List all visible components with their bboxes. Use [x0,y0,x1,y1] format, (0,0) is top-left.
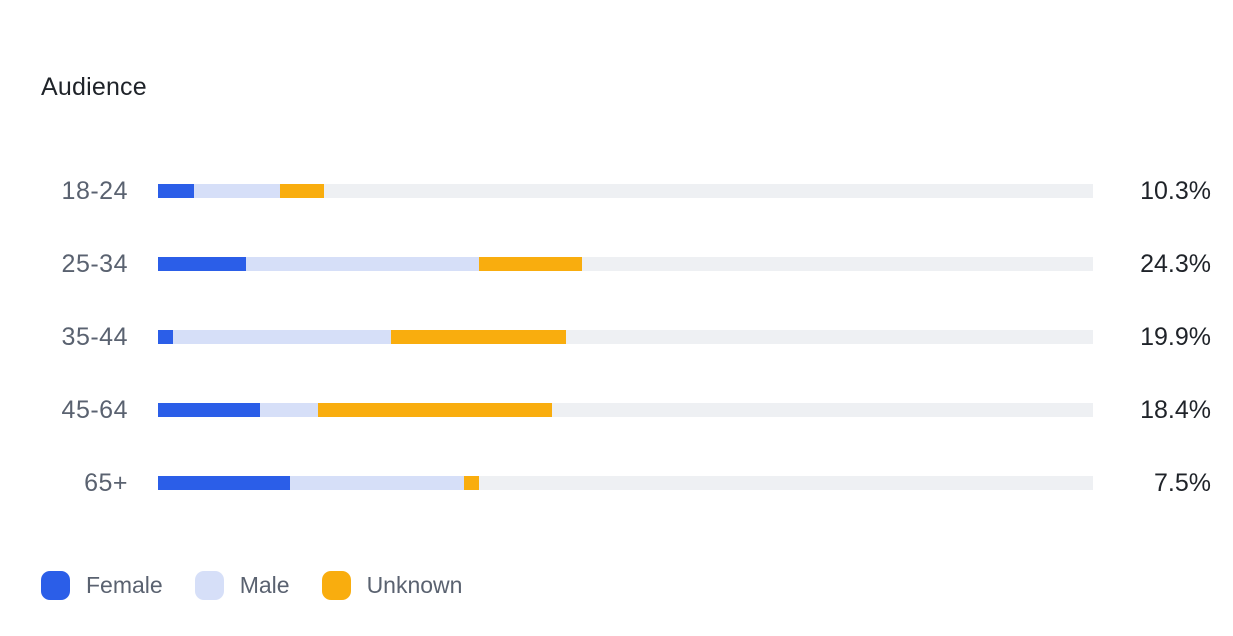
bar-segment-female[interactable] [158,184,195,198]
age-label: 65+ [84,469,128,497]
bar-segment-male[interactable] [259,403,318,417]
legend: Female Male Unknown [41,570,494,600]
bar-segment-unknown[interactable] [280,184,325,198]
bar-segment-unknown[interactable] [478,257,582,271]
bar-track [158,330,1093,344]
legend-swatch-unknown [321,570,351,600]
bar-segment-unknown[interactable] [463,476,479,490]
bar-track [158,403,1093,417]
bar-segment-unknown[interactable] [390,330,566,344]
percent-label: 24.3% [1140,250,1211,278]
percent-label: 18.4% [1140,396,1211,424]
age-label: 25-34 [61,250,128,278]
bar-segment-male[interactable] [289,476,464,490]
percent-label: 10.3% [1140,177,1211,205]
legend-item-male[interactable]: Male [194,570,290,600]
percent-label: 7.5% [1154,469,1211,497]
bar-segment-female[interactable] [158,257,246,271]
legend-item-female[interactable]: Female [41,570,163,600]
bar-segment-female[interactable] [158,476,290,490]
bar-segment-unknown[interactable] [317,403,552,417]
age-label: 45-64 [61,396,128,424]
age-label: 18-24 [61,177,128,205]
legend-label: Unknown [366,571,463,598]
age-label: 35-44 [61,323,128,351]
legend-item-unknown[interactable]: Unknown [321,570,463,600]
bar-track [158,476,1093,490]
bar-segment-female[interactable] [158,330,173,344]
legend-label: Female [86,571,163,598]
legend-swatch-female [41,570,70,600]
bar-segment-male[interactable] [245,257,479,271]
legend-swatch-male [194,570,224,600]
bar-segment-male[interactable] [194,184,281,198]
percent-label: 19.9% [1140,323,1211,351]
bar-track [158,184,1093,198]
bar-segment-male[interactable] [172,330,391,344]
bar-segment-female[interactable] [158,403,260,417]
bar-track [158,257,1093,271]
legend-label: Male [239,571,290,598]
chart-title: Audience [41,73,147,101]
